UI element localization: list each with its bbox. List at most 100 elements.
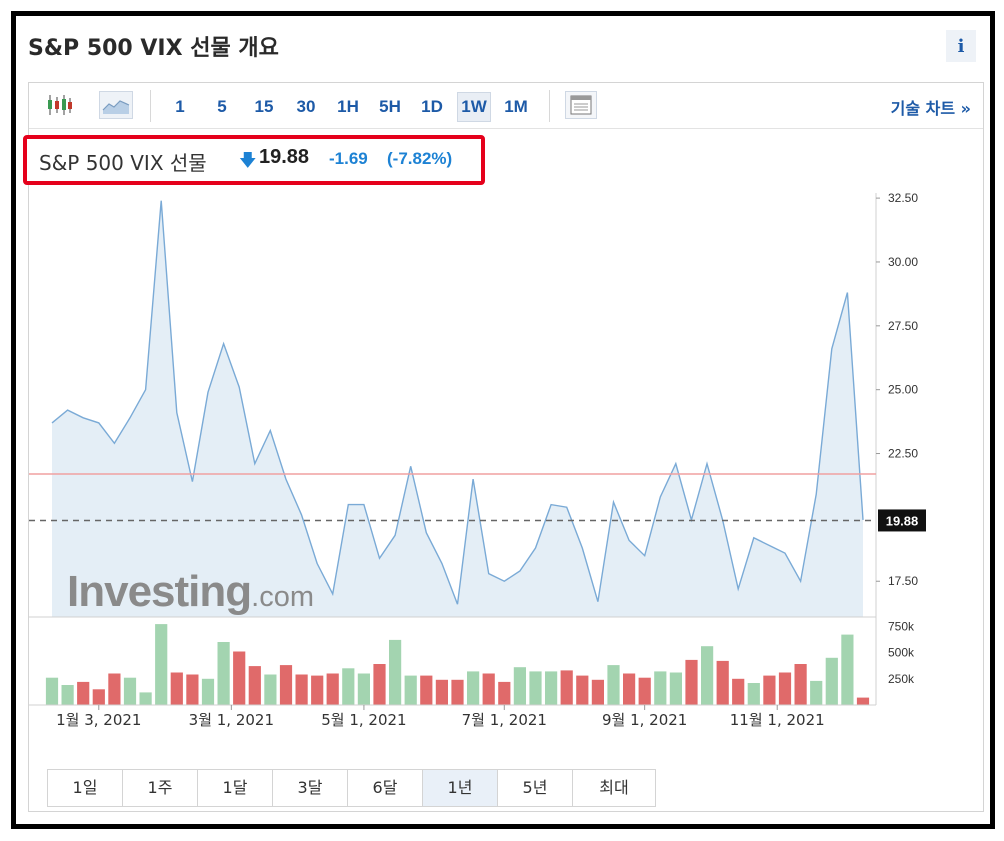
volume-bar bbox=[108, 673, 121, 705]
volume-tick-label: 250k bbox=[888, 672, 915, 686]
toolbar-divider bbox=[549, 90, 550, 122]
range-1d[interactable]: 1일 bbox=[48, 770, 123, 806]
volume-bar bbox=[841, 634, 854, 705]
volume-bar bbox=[591, 679, 604, 705]
volume-bar bbox=[825, 657, 838, 706]
range-5y[interactable]: 5년 bbox=[498, 770, 573, 806]
volume-bar bbox=[170, 672, 183, 706]
price-tick-label: 25.00 bbox=[888, 383, 918, 397]
volume-bar bbox=[669, 672, 682, 706]
volume-bar bbox=[763, 675, 776, 705]
interval-5[interactable]: 5 bbox=[217, 97, 227, 116]
date-tick-label: 3월 1, 2021 bbox=[189, 711, 274, 729]
quote-summary: S&P 500 VIX 선물 🡇 19.88 -1.69 (-7.82%) bbox=[23, 135, 485, 185]
price-change-percent: (-7.82%) bbox=[387, 149, 453, 168]
price-tick-label: 27.50 bbox=[888, 319, 918, 333]
range-max[interactable]: 최대 bbox=[573, 770, 655, 806]
volume-bar bbox=[576, 675, 589, 705]
volume-bar bbox=[295, 674, 308, 705]
volume-bar bbox=[794, 664, 807, 705]
widget-frame: S&P 500 VIX 선물 개요 i bbox=[11, 11, 995, 829]
info-button[interactable]: i bbox=[946, 30, 976, 62]
interval-1[interactable]: 1 bbox=[175, 97, 185, 116]
area-chart-icon[interactable] bbox=[99, 91, 133, 119]
volume-bar bbox=[435, 679, 448, 705]
candlestick-icon[interactable] bbox=[43, 91, 75, 119]
range-3m[interactable]: 3달 bbox=[273, 770, 348, 806]
price-line bbox=[51, 200, 864, 605]
volume-bar bbox=[685, 659, 698, 705]
volume-bar bbox=[513, 667, 526, 705]
date-tick-label: 7월 1, 2021 bbox=[462, 711, 547, 729]
interval-30[interactable]: 30 bbox=[296, 97, 316, 116]
range-1y[interactable]: 1년 bbox=[423, 770, 498, 806]
volume-bar bbox=[45, 677, 59, 705]
interval-1h[interactable]: 1H bbox=[337, 97, 359, 116]
volume-bar bbox=[186, 674, 199, 705]
volume-bar bbox=[201, 678, 215, 706]
price-change: -1.69 bbox=[329, 149, 368, 168]
investing-logo: Investing.com bbox=[67, 567, 314, 616]
table-icon[interactable] bbox=[565, 91, 597, 119]
volume-bar bbox=[248, 666, 261, 705]
volume-bar bbox=[654, 671, 667, 705]
volume-bar bbox=[451, 679, 464, 705]
last-price: 19.88 bbox=[259, 146, 310, 168]
price-tick-label: 17.50 bbox=[888, 574, 918, 588]
last-price-badge-label: 19.88 bbox=[886, 513, 919, 528]
date-tick-label: 9월 1, 2021 bbox=[602, 711, 687, 729]
down-arrow-icon: 🡇 bbox=[239, 151, 257, 171]
date-tick-label: 5월 1, 2021 bbox=[321, 711, 406, 729]
volume-bar bbox=[778, 672, 792, 706]
range-selector: 1일 1주 1달 3달 6달 1년 5년 최대 bbox=[47, 769, 656, 807]
volume-tick-label: 750k bbox=[888, 619, 915, 633]
volume-bar bbox=[482, 673, 495, 705]
volume-bar bbox=[233, 651, 246, 705]
range-1m[interactable]: 1달 bbox=[198, 770, 273, 806]
volume-bar bbox=[404, 675, 417, 705]
page-title: S&P 500 VIX 선물 개요 bbox=[28, 36, 279, 61]
volume-bar bbox=[92, 689, 105, 706]
volume-bar bbox=[139, 692, 152, 705]
volume-bar bbox=[264, 674, 277, 705]
toolbar-divider bbox=[150, 90, 151, 122]
volume-bar bbox=[701, 646, 714, 705]
price-tick-label: 30.00 bbox=[888, 255, 918, 269]
volume-bar bbox=[77, 681, 90, 705]
interval-1d[interactable]: 1D bbox=[421, 97, 443, 116]
interval-1w[interactable]: 1W bbox=[457, 92, 491, 122]
volume-bar bbox=[716, 660, 729, 705]
range-1w[interactable]: 1주 bbox=[123, 770, 198, 806]
volume-bar bbox=[357, 673, 370, 705]
price-tick-label: 32.50 bbox=[888, 191, 918, 205]
volume-bar bbox=[732, 678, 745, 706]
interval-15[interactable]: 15 bbox=[254, 97, 274, 116]
interval-1m[interactable]: 1M bbox=[504, 97, 528, 116]
range-6m[interactable]: 6달 bbox=[348, 770, 423, 806]
volume-bar bbox=[607, 665, 620, 705]
price-area bbox=[52, 200, 863, 617]
chart-panel: 1 5 15 30 1H 5H 1D 1W 1M 기술 차트 » S bbox=[23, 82, 985, 812]
volume-bar bbox=[638, 677, 651, 705]
date-tick-label: 11월 1, 2021 bbox=[730, 711, 825, 729]
price-chart[interactable]: 32.50 30.00 27.50 25.00 22.50 17.50 19.88 750k 5… bbox=[29, 83, 985, 763]
volume-bar bbox=[810, 680, 823, 705]
volume-bar bbox=[529, 671, 542, 705]
volume-bar bbox=[326, 673, 339, 705]
volume-bar bbox=[560, 670, 573, 705]
instrument-name: S&P 500 VIX 선물 bbox=[39, 151, 207, 175]
last-price-badge bbox=[878, 509, 926, 532]
volume-bar bbox=[123, 677, 137, 705]
chart-toolbar: 1 5 15 30 1H 5H 1D 1W 1M 기술 차트 » bbox=[29, 83, 983, 129]
volume-bar bbox=[342, 668, 355, 706]
interval-5h[interactable]: 5H bbox=[379, 97, 401, 116]
price-tick-label: 22.50 bbox=[888, 447, 918, 461]
volume-bar bbox=[373, 664, 386, 705]
volume-bar bbox=[856, 697, 870, 705]
volume-bar bbox=[389, 639, 402, 705]
volume-bar bbox=[155, 624, 168, 705]
date-tick-label: 1월 3, 2021 bbox=[56, 711, 141, 729]
volume-bar bbox=[747, 683, 760, 706]
volume-tick-label: 500k bbox=[888, 646, 915, 660]
technical-chart-link[interactable]: 기술 차트 » bbox=[890, 99, 971, 118]
